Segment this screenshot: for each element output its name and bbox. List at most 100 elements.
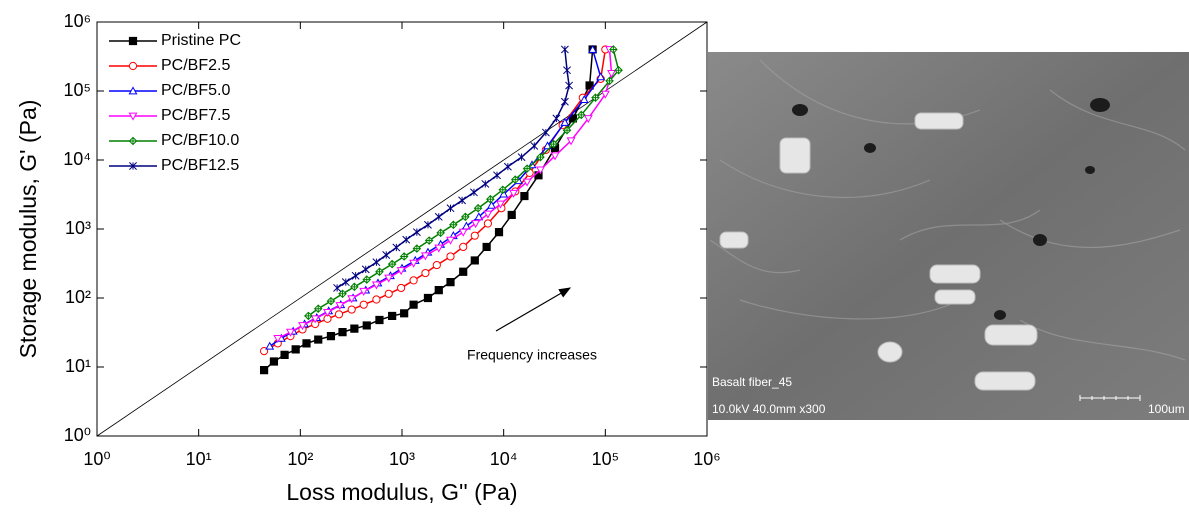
data-point [566, 137, 576, 146]
fibers [719, 112, 1038, 391]
data-point [614, 65, 623, 75]
y-tick-label: 10⁶ [64, 11, 91, 31]
data-point [304, 311, 313, 321]
data-point [402, 235, 411, 244]
data-point [459, 267, 468, 276]
data-point [375, 267, 384, 277]
data-point [412, 244, 422, 253]
data-point [326, 332, 336, 341]
data-point [536, 152, 545, 162]
legend-marker [128, 136, 138, 146]
data-point [560, 45, 569, 54]
data-point [412, 228, 421, 237]
data-point [400, 309, 409, 318]
data-point [560, 117, 570, 126]
y-tick-label: 10⁴ [63, 149, 91, 169]
scale-bar [1079, 395, 1141, 401]
data-point [291, 345, 300, 354]
data-point [323, 308, 332, 317]
data-point [520, 191, 529, 201]
data-point [265, 341, 275, 350]
data-point [499, 189, 509, 198]
micrograph: Basalt fiber_45 10.0kV 40.0mm x300 100um [708, 52, 1189, 420]
data-point [549, 139, 558, 149]
data-point [482, 242, 491, 252]
x-tick-label: 10¹ [186, 449, 212, 469]
data-point [607, 70, 616, 79]
legend-marker [128, 112, 138, 121]
data-point [359, 300, 368, 309]
data-point [388, 311, 397, 321]
data-point [298, 322, 307, 331]
legend-marker [128, 36, 138, 46]
data-point [486, 194, 495, 204]
series [273, 46, 616, 343]
legend-marker [129, 162, 137, 170]
data-point [323, 314, 332, 323]
data-point [350, 324, 359, 333]
annotation: Frequency increases [467, 347, 597, 363]
data-point [446, 204, 455, 213]
data-point [350, 282, 359, 292]
y-tick-label: 10¹ [65, 356, 91, 376]
legend-label: Pristine PC [161, 32, 241, 49]
data-point [341, 278, 350, 287]
data-point [493, 171, 501, 180]
data-point [449, 220, 458, 230]
data-point [600, 90, 610, 99]
data-point [596, 72, 606, 81]
y-axis-label: Storage modulus, G' (Pa) [15, 100, 41, 359]
series-line [269, 49, 602, 347]
x-tick-label: 10³ [389, 449, 415, 469]
data-point [469, 188, 478, 197]
data-point [434, 286, 443, 295]
data-point [326, 296, 336, 306]
data-point [473, 203, 483, 213]
data-point [522, 164, 532, 173]
data-point [541, 128, 550, 137]
data-point [591, 93, 600, 102]
x-tick-label: 10⁶ [693, 449, 720, 469]
series-line [263, 49, 607, 352]
data-point [552, 114, 561, 123]
data-point [605, 76, 614, 86]
series [259, 45, 610, 356]
legend-marker [128, 86, 138, 95]
series-line [336, 49, 570, 289]
data-point [522, 178, 532, 187]
y-tick-label: 10³ [65, 218, 91, 238]
data-point [397, 283, 406, 293]
data-point [372, 295, 381, 304]
data-point [420, 252, 430, 261]
data-point [585, 81, 594, 90]
data-point [280, 350, 289, 359]
data-point [423, 293, 433, 303]
micrograph-info: 10.0kV 40.0mm x300 [712, 402, 826, 416]
data-point [483, 210, 493, 219]
data-point [259, 366, 269, 375]
legend-label: PC/BF2.5 [161, 57, 230, 74]
data-point [458, 228, 468, 237]
data-point [384, 289, 393, 298]
data-point [424, 236, 434, 245]
data-point [347, 295, 357, 304]
x-tick-label: 10⁴ [490, 449, 518, 469]
holes [792, 98, 1110, 320]
data-point [310, 315, 320, 324]
data-point [560, 97, 569, 106]
micrograph-caption: Basalt fiber_45 [712, 375, 792, 389]
data-point [507, 210, 516, 220]
series-line [263, 49, 594, 371]
series [265, 44, 606, 350]
micrograph-scale: 100um [1148, 402, 1185, 416]
series [333, 45, 574, 292]
data-point [421, 268, 430, 278]
data-point [543, 141, 552, 150]
data-point [409, 259, 419, 268]
data-point [286, 328, 295, 337]
data-point [446, 277, 455, 287]
data-point [347, 305, 356, 314]
data-point [432, 260, 441, 270]
